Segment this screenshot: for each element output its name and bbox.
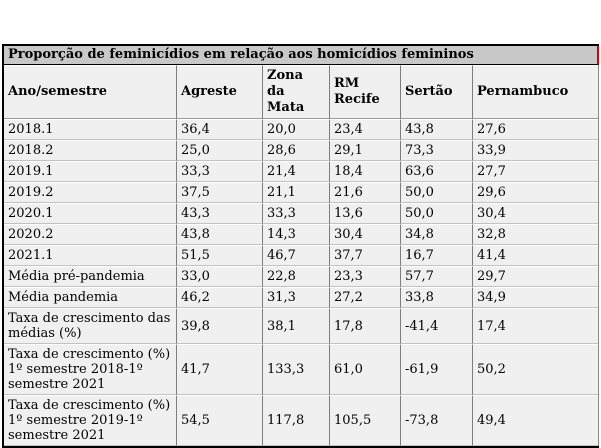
- row-label-cell: Taxa de crescimento (%) 1º semestre 2018…: [4, 344, 176, 395]
- column-header-pernambuco: Pernambuco: [472, 65, 598, 119]
- value-cell: -61,9: [400, 344, 472, 395]
- row-label-cell: 2019.2: [4, 182, 176, 203]
- value-cell: 29,7: [472, 266, 598, 287]
- row-label-cell: Taxa de crescimento das médias (%): [4, 308, 176, 344]
- value-cell: 23,4: [329, 119, 400, 140]
- value-cell: 18,4: [329, 161, 400, 182]
- column-header-label: Sertão: [405, 84, 453, 99]
- value-cell: 27,6: [472, 119, 598, 140]
- table-row: 2018.2 25,0 28,6 29,1 73,3 33,9: [4, 140, 598, 161]
- value-cell: 57,7: [400, 266, 472, 287]
- data-table: Ano/semestre Agreste Zona da Mata RM Rec…: [4, 65, 598, 446]
- value-cell: 16,7: [400, 245, 472, 266]
- table-row: Média pré-pandemia 33,0 22,8 23,3 57,7 2…: [4, 266, 598, 287]
- value-cell: 17,8: [329, 308, 400, 344]
- table-row: 2020.2 43,8 14,3 30,4 34,8 32,8: [4, 224, 598, 245]
- value-cell: 41,7: [176, 344, 262, 395]
- value-cell: 21,4: [262, 161, 329, 182]
- value-cell: 21,1: [262, 182, 329, 203]
- row-label-cell: Média pandemia: [4, 287, 176, 308]
- column-header-zona-da-mata: Zona da Mata: [262, 65, 329, 119]
- value-cell: 46,2: [176, 287, 262, 308]
- column-header-label: Pernambuco: [477, 84, 569, 99]
- column-header-label: Ano/semestre: [8, 84, 108, 99]
- value-cell: 33,3: [176, 161, 262, 182]
- table-row: 2018.1 36,4 20,0 23,4 43,8 27,6: [4, 119, 598, 140]
- value-cell: 51,5: [176, 245, 262, 266]
- value-cell: 23,3: [329, 266, 400, 287]
- value-cell: 17,4: [472, 308, 598, 344]
- row-label-cell: 2020.1: [4, 203, 176, 224]
- value-cell: 14,3: [262, 224, 329, 245]
- header-row: Ano/semestre Agreste Zona da Mata RM Rec…: [4, 65, 598, 119]
- value-cell: 28,6: [262, 140, 329, 161]
- column-header-agreste: Agreste: [176, 65, 262, 119]
- value-cell: 34,9: [472, 287, 598, 308]
- table-title: Proporção de feminicídios em relação aos…: [4, 46, 599, 65]
- column-header-label: Agreste: [181, 84, 237, 99]
- value-cell: 33,3: [262, 203, 329, 224]
- value-cell: 20,0: [262, 119, 329, 140]
- value-cell: 21,6: [329, 182, 400, 203]
- value-cell: 43,3: [176, 203, 262, 224]
- column-header-label: Zona da Mata: [267, 68, 305, 115]
- value-cell: 39,8: [176, 308, 262, 344]
- value-cell: 33,8: [400, 287, 472, 308]
- table-row: Média pandemia 46,2 31,3 27,2 33,8 34,9: [4, 287, 598, 308]
- value-cell: 29,6: [472, 182, 598, 203]
- value-cell: 63,6: [400, 161, 472, 182]
- value-cell: 29,1: [329, 140, 400, 161]
- value-cell: 38,1: [262, 308, 329, 344]
- value-cell: 31,3: [262, 287, 329, 308]
- value-cell: 43,8: [176, 224, 262, 245]
- table-row: 2019.2 37,5 21,1 21,6 50,0 29,6: [4, 182, 598, 203]
- column-header-label: RM Recife: [334, 76, 380, 107]
- value-cell: 133,3: [262, 344, 329, 395]
- table-grid: Ano/semestre Agreste Zona da Mata RM Rec…: [4, 65, 599, 446]
- value-cell: 30,4: [472, 203, 598, 224]
- value-cell: 33,9: [472, 140, 598, 161]
- table-row: Taxa de crescimento das médias (%) 39,8 …: [4, 308, 598, 344]
- value-cell: -41,4: [400, 308, 472, 344]
- table-row: 2019.1 33,3 21,4 18,4 63,6 27,7: [4, 161, 598, 182]
- row-label-cell: 2020.2: [4, 224, 176, 245]
- row-label-cell: Média pré-pandemia: [4, 266, 176, 287]
- value-cell: 50,0: [400, 182, 472, 203]
- value-cell: 25,0: [176, 140, 262, 161]
- table-row: 2020.1 43,3 33,3 13,6 50,0 30,4: [4, 203, 598, 224]
- value-cell: 50,2: [472, 344, 598, 395]
- table-row: 2021.1 51,5 46,7 37,7 16,7 41,4: [4, 245, 598, 266]
- value-cell: 36,4: [176, 119, 262, 140]
- value-cell: 22,8: [262, 266, 329, 287]
- value-cell: 41,4: [472, 245, 598, 266]
- value-cell: 37,7: [329, 245, 400, 266]
- value-cell: 61,0: [329, 344, 400, 395]
- value-cell: 27,2: [329, 287, 400, 308]
- value-cell: 37,5: [176, 182, 262, 203]
- femicide-proportion-table: Proporção de feminicídios em relação aos…: [2, 44, 599, 448]
- column-header-rm-recife: RM Recife: [329, 65, 400, 119]
- value-cell: 50,0: [400, 203, 472, 224]
- value-cell: 43,8: [400, 119, 472, 140]
- value-cell: 32,8: [472, 224, 598, 245]
- column-header-sertao: Sertão: [400, 65, 472, 119]
- table-row: Taxa de crescimento (%) 1º semestre 2018…: [4, 344, 598, 395]
- value-cell: 73,3: [400, 140, 472, 161]
- value-cell: 34,8: [400, 224, 472, 245]
- value-cell: 30,4: [329, 224, 400, 245]
- row-label-cell: 2019.1: [4, 161, 176, 182]
- value-cell: 33,0: [176, 266, 262, 287]
- row-label-cell: 2021.1: [4, 245, 176, 266]
- column-header-ano-semestre: Ano/semestre: [4, 65, 176, 119]
- value-cell: 13,6: [329, 203, 400, 224]
- value-cell: 27,7: [472, 161, 598, 182]
- row-label-cell: 2018.1: [4, 119, 176, 140]
- row-label-cell: 2018.2: [4, 140, 176, 161]
- value-cell: 46,7: [262, 245, 329, 266]
